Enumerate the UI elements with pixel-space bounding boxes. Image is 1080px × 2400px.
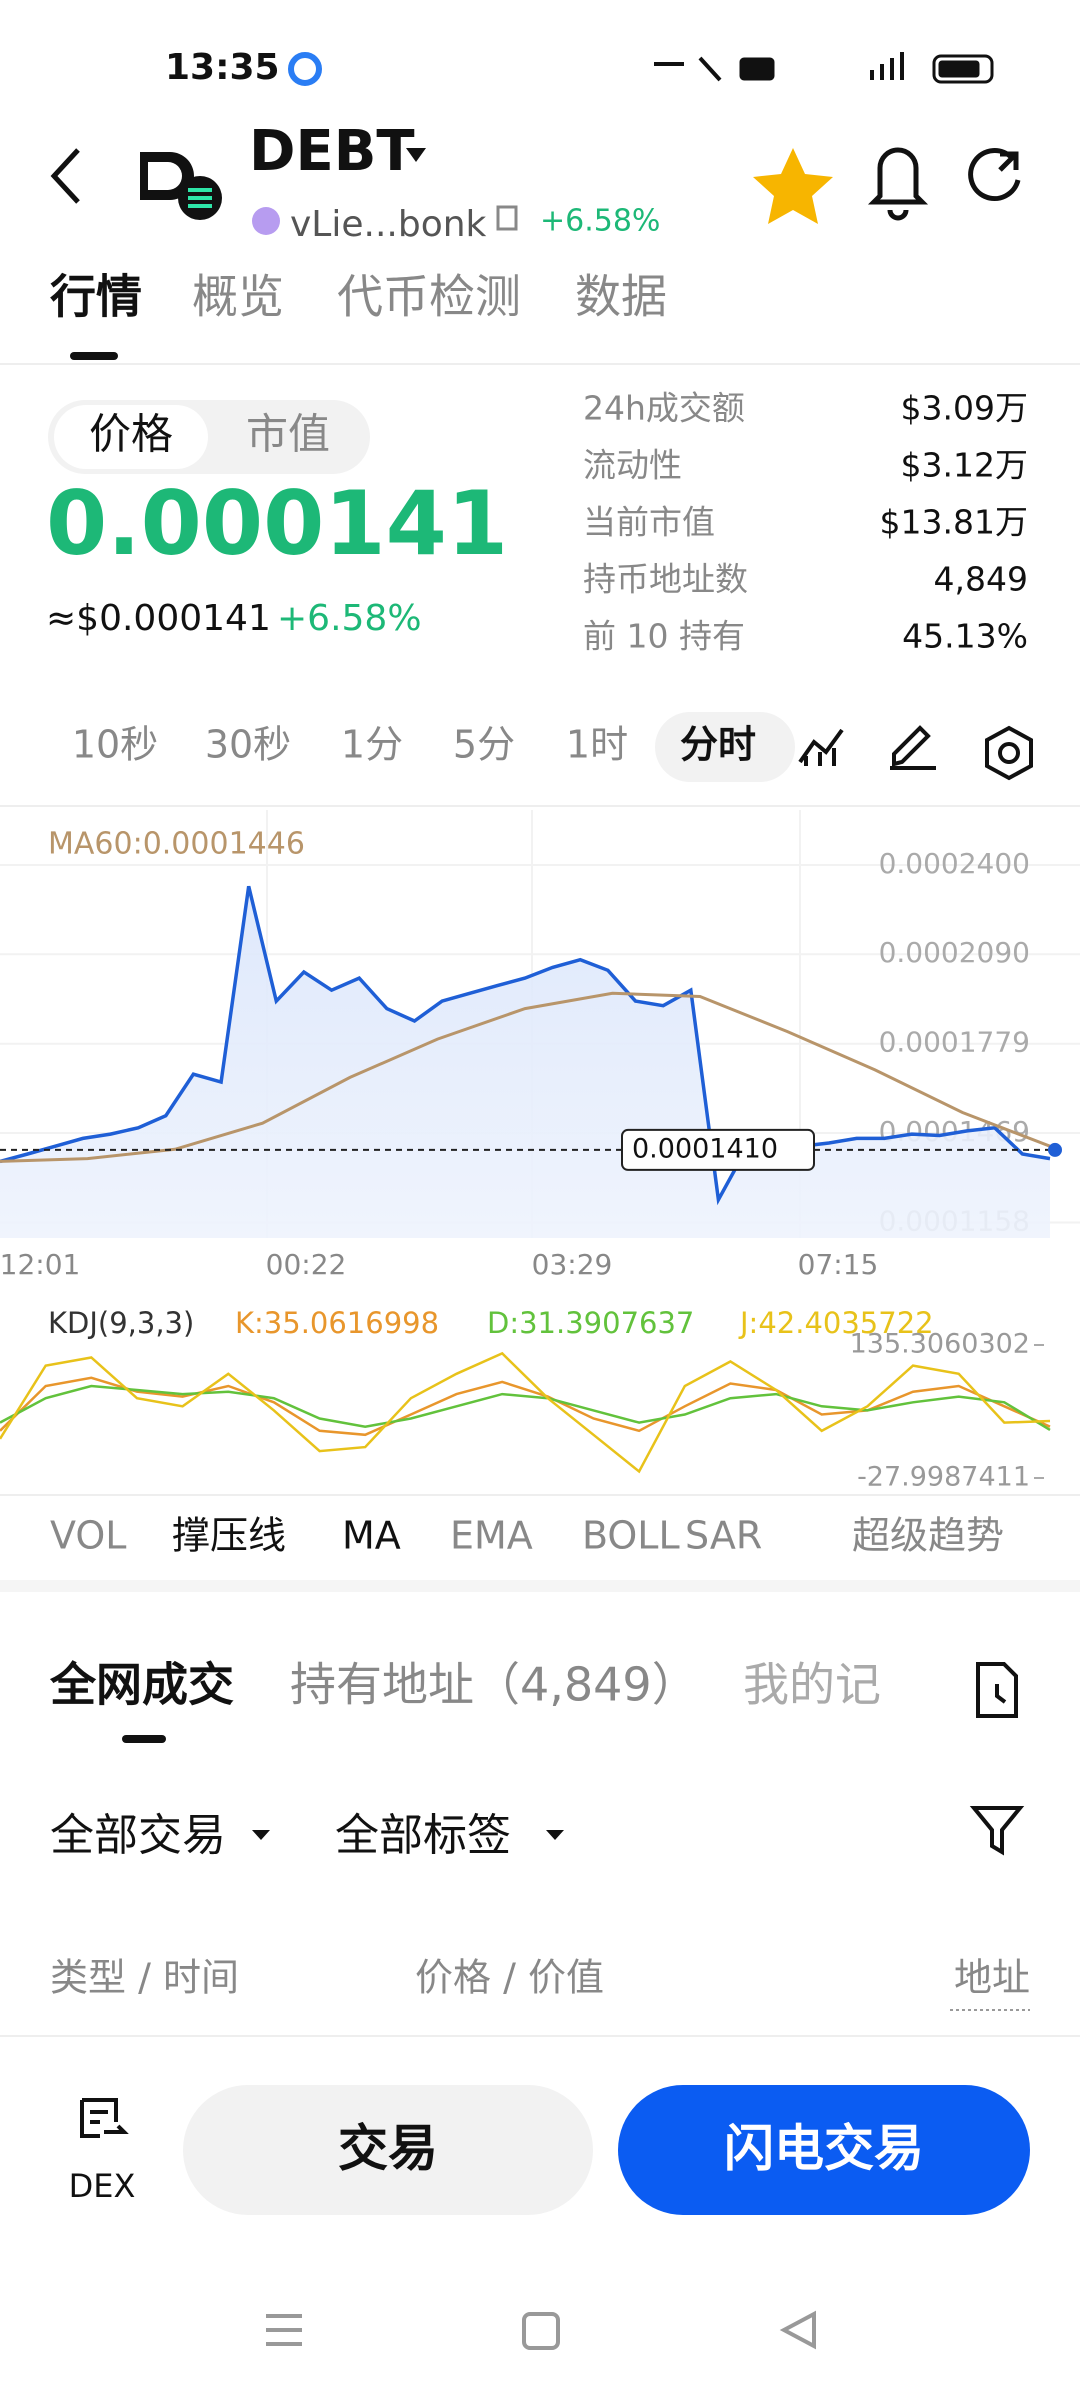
- stat-value: $3.12万: [901, 446, 1028, 485]
- toggle-active[interactable]: [54, 405, 208, 469]
- kdj-line: [0, 1376, 1051, 1437]
- token-address: vLie...bonk: [290, 204, 487, 245]
- tab-indicator: [70, 352, 118, 360]
- x-tick-label: 00:22: [266, 1248, 347, 1281]
- filter[interactable]: 全部标签: [335, 1810, 511, 1861]
- section-gap: [0, 1580, 1080, 1592]
- token-symbol: DEBT: [249, 119, 415, 184]
- y-tick-label: 135.3060302: [850, 1329, 1030, 1360]
- y-tick-label: -27.9987411: [857, 1462, 1030, 1493]
- token-change: +6.58%: [540, 204, 660, 239]
- x-tick-label: 03:29: [532, 1248, 613, 1281]
- kdj-line: [0, 1384, 1051, 1431]
- stat-value: $3.09万: [901, 389, 1028, 428]
- flash-trade-button[interactable]: [618, 2085, 1030, 2215]
- current-price-dot: [1048, 1142, 1062, 1157]
- y-tick-label: 0.0001779: [879, 1026, 1030, 1059]
- flash-trade-label[interactable]: 闪电交易: [724, 2120, 924, 2178]
- interval[interactable]: 1时: [566, 723, 628, 767]
- ma-line: [0, 991, 1051, 1163]
- indicator-tab[interactable]: BOLL: [582, 1514, 680, 1558]
- dropdown-arrow[interactable]: [406, 148, 426, 162]
- stat-value: 4,849: [934, 560, 1028, 599]
- status-time: 13:35: [165, 47, 280, 88]
- stat-value: 45.13%: [902, 617, 1028, 656]
- token-logo: [140, 152, 222, 220]
- interval[interactable]: 5分: [453, 723, 515, 767]
- tab-indicator: [122, 1735, 166, 1743]
- interval[interactable]: 分时: [680, 723, 756, 767]
- tab[interactable]: 代币检测: [337, 270, 521, 324]
- price: 0.000141: [46, 472, 508, 575]
- indicator-tab[interactable]: VOL: [50, 1514, 126, 1558]
- kdj-line: [0, 1351, 1051, 1474]
- share-icon[interactable]: [968, 148, 1021, 202]
- dex-label[interactable]: DEX: [69, 2167, 136, 2205]
- indicator-tab[interactable]: MA: [342, 1514, 401, 1558]
- back-button[interactable]: [50, 148, 80, 204]
- favorite-star[interactable]: [753, 148, 833, 224]
- interval[interactable]: 1分: [341, 723, 403, 767]
- interval-active[interactable]: [655, 712, 795, 782]
- indicator-tab[interactable]: 撑压线: [172, 1514, 286, 1558]
- legend-label: D:31.3907637: [487, 1306, 694, 1340]
- trade-tab[interactable]: 持有地址（4,849）: [290, 1658, 698, 1712]
- stat-label: 持币地址数: [583, 560, 748, 599]
- filter[interactable]: 全部交易: [50, 1810, 226, 1861]
- stat-label: 流动性: [583, 446, 682, 485]
- legend-label: J:42.4035722: [738, 1306, 934, 1340]
- column-header: 地址: [954, 1956, 1030, 2000]
- tab[interactable]: 行情: [50, 270, 142, 324]
- copy-icon[interactable]: [496, 205, 518, 231]
- kdj-title: KDJ(9,3,3): [48, 1306, 194, 1340]
- stat-value: $13.81万: [880, 503, 1028, 542]
- indicator-tab[interactable]: EMA: [450, 1514, 533, 1558]
- interval[interactable]: 30秒: [205, 723, 291, 767]
- price-line: [0, 885, 1051, 1206]
- legend-label: K:35.0616998: [235, 1306, 439, 1340]
- y-tick-label: 0.0002090: [879, 936, 1030, 969]
- filter-icon[interactable]: [969, 1806, 1025, 1856]
- indicator-tab[interactable]: SAR: [685, 1514, 762, 1558]
- interval[interactable]: 10秒: [72, 723, 158, 767]
- trade-button[interactable]: [183, 2085, 593, 2215]
- column-header: 类型 / 时间: [50, 1956, 239, 2000]
- toggle-price[interactable]: 价格: [89, 410, 173, 459]
- price-change: +6.58%: [277, 598, 422, 639]
- current-price-box: [621, 1128, 815, 1171]
- stat-label: 24h成交额: [583, 389, 745, 428]
- indicator-tab[interactable]: 超级趋势: [852, 1514, 1004, 1558]
- toggle-market-cap[interactable]: 市值: [246, 410, 330, 459]
- tab[interactable]: 数据: [575, 270, 667, 324]
- trade-label[interactable]: 交易: [338, 2120, 438, 2178]
- history-icon[interactable]: [976, 1662, 1018, 1718]
- nav-bar: [266, 2310, 816, 2350]
- chart-tools: [798, 725, 1033, 781]
- column-header: 价格 / 价值: [415, 1956, 604, 2000]
- chain-icon: [252, 207, 280, 235]
- current-price-label: 0.0001410: [632, 1133, 778, 1164]
- trade-tab[interactable]: 我的记: [743, 1658, 881, 1712]
- x-tick-label: 12:01: [0, 1248, 80, 1281]
- trade-tab[interactable]: 全网成交: [49, 1658, 234, 1712]
- dex-icon[interactable]: [80, 2098, 129, 2138]
- status-icons: [288, 52, 994, 86]
- y-tick-label: 0.0002400: [879, 847, 1030, 880]
- usd-price: ≈$0.000141: [46, 598, 271, 639]
- ma-label: MA60:0.0001446: [48, 827, 305, 862]
- x-tick-label: 07:15: [798, 1248, 879, 1281]
- alert-bell[interactable]: [867, 147, 929, 221]
- stat-label: 前 10 持有: [583, 617, 745, 656]
- stat-label: 当前市值: [583, 503, 715, 542]
- tab[interactable]: 概览: [192, 270, 284, 324]
